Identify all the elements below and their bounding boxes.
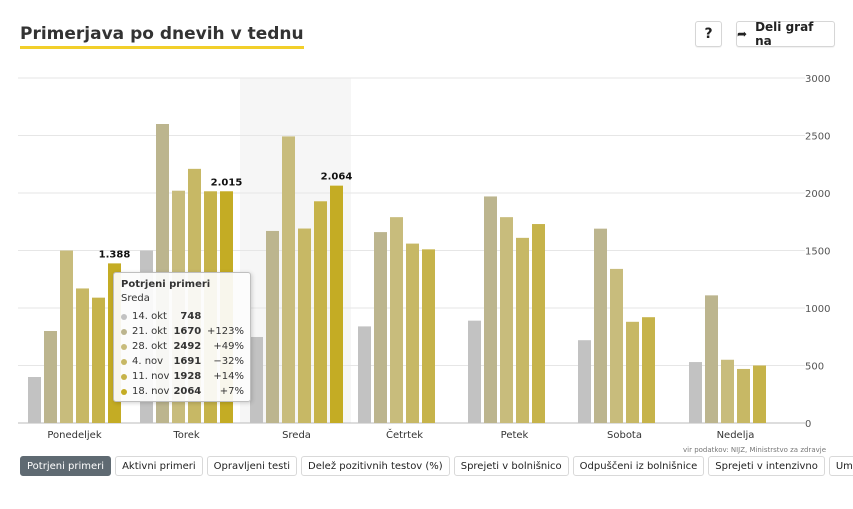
y-tick-label: 0	[805, 419, 811, 430]
tooltip-row: 18. nov 2064 +7%	[121, 384, 244, 399]
y-tick-label: 1000	[805, 304, 830, 315]
x-tick-label: Sobota	[607, 430, 642, 441]
bar	[500, 217, 513, 423]
chart-tooltip: Potrjeni primeri Sreda 14. okt 748 21. okt…	[113, 272, 251, 402]
x-tick-label: Četrtek	[386, 428, 423, 441]
tooltip-day: Sreda	[121, 293, 150, 304]
chart-title: Primerjava po dnevih v tednu	[20, 24, 304, 49]
metric-tab[interactable]: Sprejeti v bolnišnico	[453, 456, 569, 476]
data-source-note: vir podatkov: NIJZ, Ministrstvo za zdrav…	[683, 446, 826, 454]
metric-tab[interactable]: Potrjeni primeri	[20, 456, 112, 476]
tooltip-change: +14%	[213, 371, 244, 382]
tooltip-value: 1670	[173, 326, 202, 337]
bar	[44, 331, 57, 423]
y-tick-label: 2500	[805, 132, 830, 143]
help-button[interactable]: ?	[695, 21, 722, 47]
bar	[390, 217, 403, 423]
tooltip-change: +123%	[207, 326, 244, 337]
y-tick-label: 1500	[805, 247, 830, 258]
bar	[374, 232, 387, 423]
x-tick-label: Sreda	[282, 430, 311, 441]
x-tick-label: Petek	[501, 430, 529, 441]
share-arrow-icon: ➦	[737, 27, 748, 41]
data-label: 2.015	[211, 177, 243, 188]
bar	[314, 201, 327, 423]
bar	[406, 243, 419, 423]
tooltip-row: 21. okt 1670 +123%	[121, 324, 244, 339]
bar	[721, 359, 734, 423]
tooltip-value: 1691	[173, 356, 202, 367]
tooltip-date: 14. okt	[132, 311, 167, 322]
y-tick-label: 2000	[805, 189, 830, 200]
tooltip-value: 1928	[173, 371, 202, 382]
bar	[610, 268, 623, 423]
bar	[642, 317, 655, 423]
metric-tab[interactable]: Odpuščeni iz bolnišnice	[572, 456, 705, 476]
bar	[76, 288, 89, 423]
bar	[737, 368, 750, 423]
bar	[250, 336, 263, 423]
series-dot-icon	[121, 373, 127, 380]
share-button[interactable]: ➦ Deli graf na	[736, 20, 835, 48]
bar	[626, 321, 639, 423]
data-label: 1.388	[99, 249, 131, 260]
y-tick-label: 3000	[805, 74, 830, 85]
bar	[358, 326, 371, 423]
metric-tabs: Potrjeni primeri Aktivni primeri Opravljen…	[20, 456, 853, 476]
metric-tab[interactable]: Sprejeti v intenzivno	[708, 456, 825, 476]
bar	[516, 237, 529, 423]
tooltip-row: 11. nov 1928 +14%	[121, 369, 244, 384]
bar	[532, 224, 545, 423]
x-tick-label: Torek	[172, 430, 200, 441]
bar	[705, 295, 718, 423]
x-tick-label: Nedelja	[717, 430, 755, 441]
bar	[468, 320, 481, 423]
tooltip-value: 748	[180, 311, 202, 322]
tooltip-row: 4. nov 1691 −32%	[121, 354, 244, 369]
bar	[422, 249, 435, 423]
data-label: 2.064	[321, 172, 353, 183]
tooltip-change: +7%	[219, 386, 244, 397]
tooltip-row: 28. okt 2492 +49%	[121, 339, 244, 354]
tooltip-date: 4. nov	[132, 356, 164, 367]
tooltip-date: 18. nov	[132, 386, 170, 397]
tooltip-row: 14. okt 748	[121, 309, 244, 324]
series-dot-icon	[121, 328, 127, 335]
tooltip-change: +49%	[213, 341, 244, 352]
bar	[298, 228, 311, 423]
bar	[60, 250, 73, 423]
bar	[92, 297, 105, 423]
tooltip-value: 2064	[173, 386, 202, 397]
bar	[282, 136, 295, 424]
metric-tab[interactable]: Delež pozitivnih testov (%)	[301, 456, 450, 476]
bar	[266, 230, 279, 423]
bar	[484, 196, 497, 423]
series-dot-icon	[121, 343, 127, 350]
tooltip-change: −32%	[213, 356, 244, 367]
bar	[689, 362, 702, 423]
bar	[753, 365, 766, 423]
bar	[28, 377, 41, 423]
tooltip-value: 2492	[173, 341, 202, 352]
metric-tab[interactable]: Umrli	[828, 456, 853, 476]
tooltip-title: Potrjeni primeri	[121, 279, 211, 290]
share-button-label: Deli graf na	[755, 20, 814, 48]
metric-tab[interactable]: Aktivni primeri	[115, 456, 203, 476]
tooltip-date: 28. okt	[132, 341, 167, 352]
tooltip-date: 11. nov	[132, 371, 170, 382]
bar	[594, 228, 607, 423]
y-tick-label: 500	[805, 362, 824, 373]
bar	[330, 185, 343, 423]
x-tick-label: Ponedeljek	[47, 430, 101, 441]
bar	[578, 340, 591, 423]
tooltip-date: 21. okt	[132, 326, 167, 337]
series-dot-icon	[121, 358, 127, 365]
metric-tab[interactable]: Opravljeni testi	[206, 456, 298, 476]
series-dot-icon	[121, 388, 127, 395]
series-dot-icon	[121, 313, 127, 320]
